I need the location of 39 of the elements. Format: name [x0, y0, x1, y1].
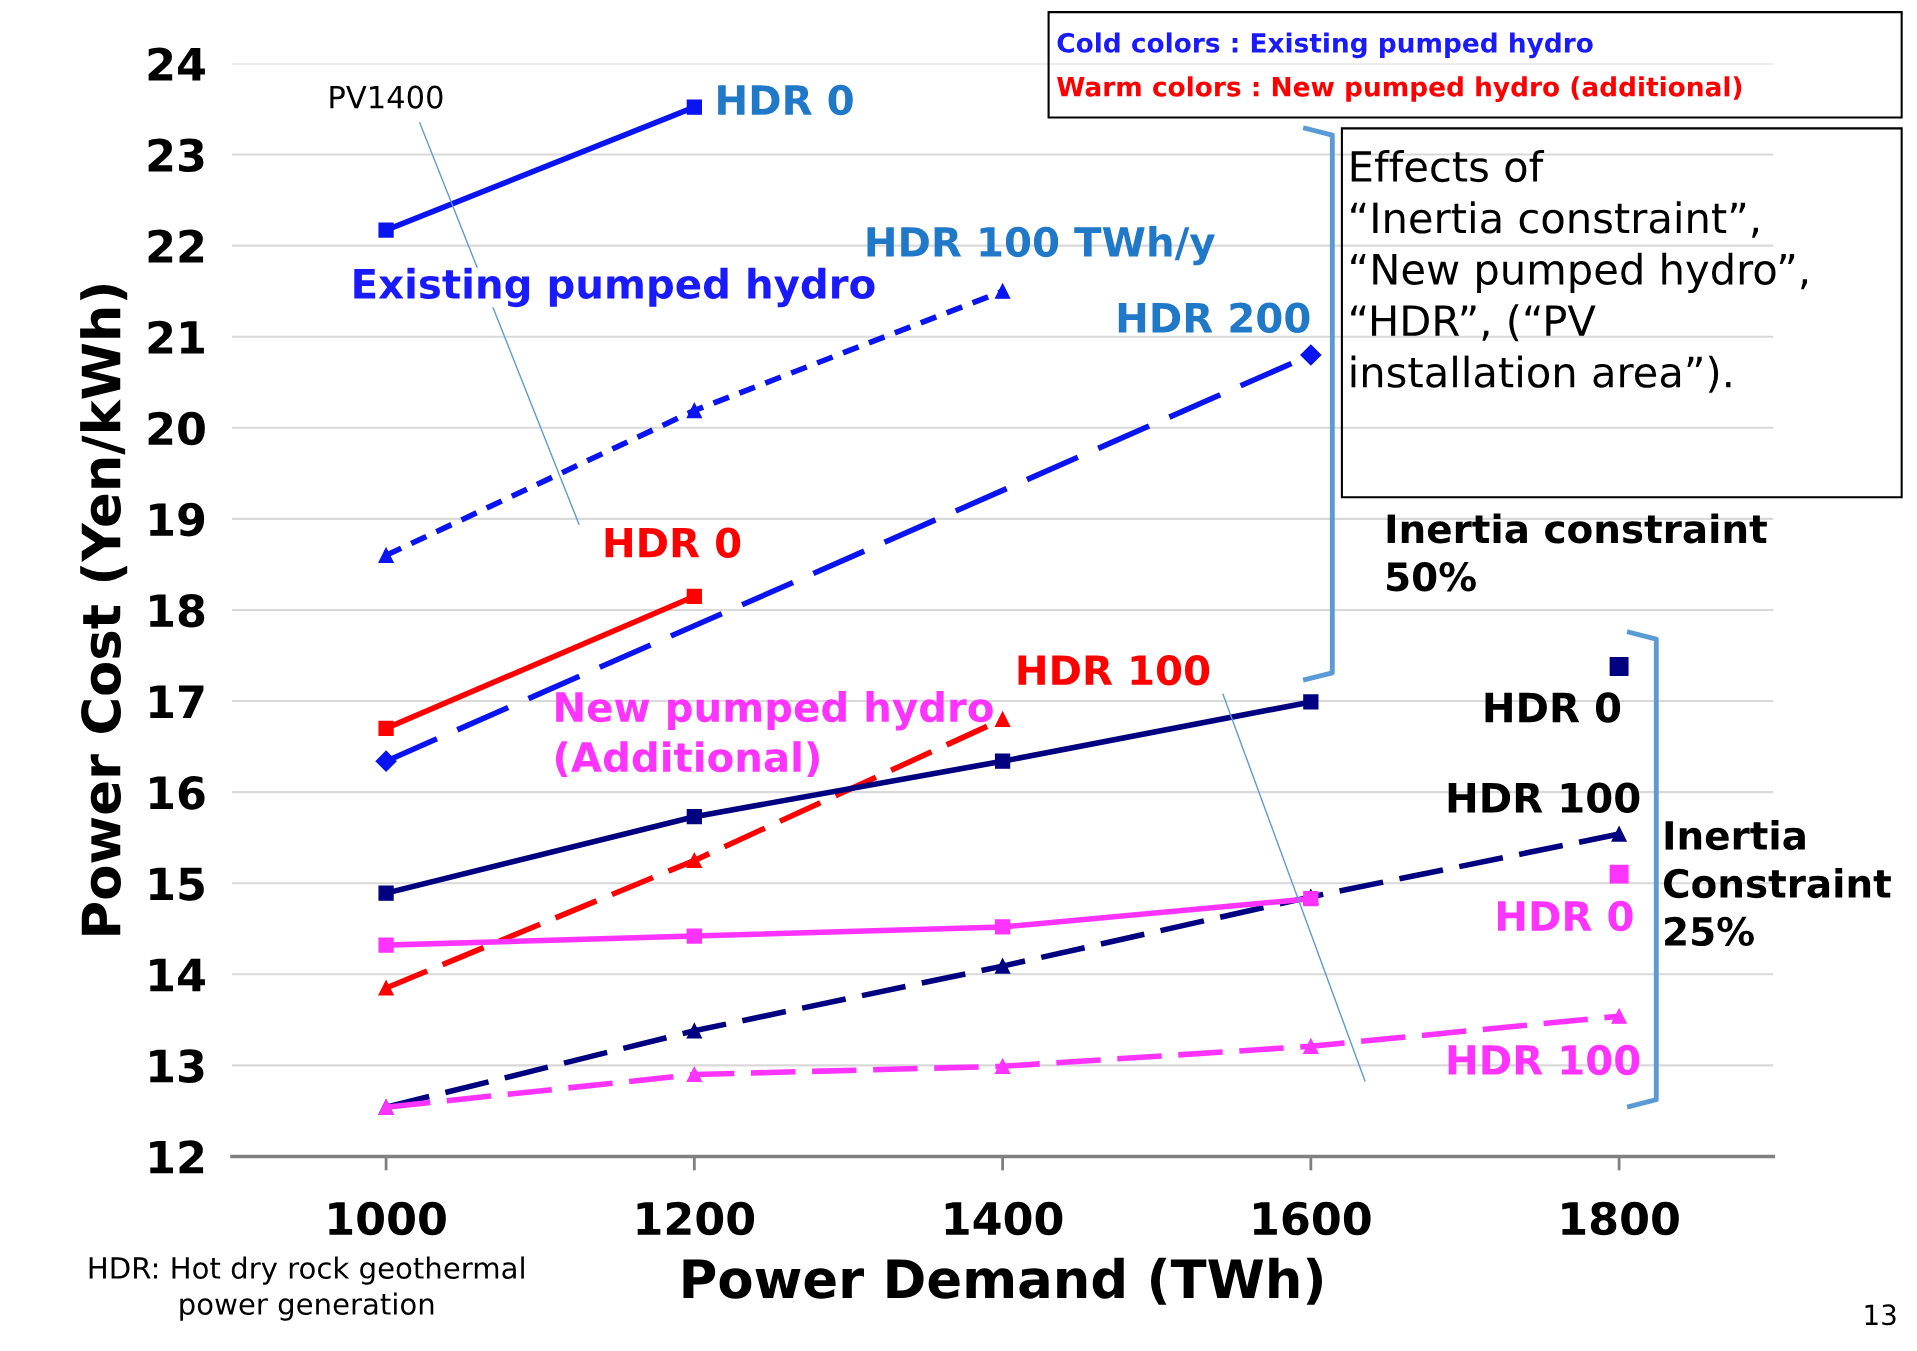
text: 13 — [1865, 1304, 1896, 1326]
y-tick-label: 12 — [150, 1140, 204, 1174]
annotation: HDR 100 — [1448, 1044, 1640, 1076]
x-tick-label: 1800 — [1562, 1201, 1679, 1236]
annotation: HDR 0 — [1498, 900, 1633, 932]
annotation: HDR 100 — [1018, 654, 1210, 686]
x-tick-label: 1400 — [945, 1201, 1063, 1236]
y-tick-label: 13 — [150, 1049, 204, 1083]
y-tick-label: 23 — [148, 138, 204, 173]
annotation: HDR 200 — [1118, 302, 1310, 333]
y-tick-label: 17 — [150, 685, 204, 718]
annotation: Effects of “Inertia constraint”, “New pumped hydro”, “HDR”, (“PV installation area”). — [1351, 149, 1808, 393]
annotation: HDR 0 — [1485, 692, 1621, 723]
annotation: New pumped hydro (Additional) — [555, 691, 993, 778]
annotation: Existing pumped hydro — [354, 267, 875, 308]
y-tick-label: 18 — [150, 593, 205, 628]
y-axis-title: Power Cost (Yen/kWh) — [80, 284, 128, 935]
annotation: HDR 0 — [718, 84, 853, 116]
x-axis-title: Power Demand (TWh) — [683, 1257, 1322, 1305]
y-tick-label: 15 — [150, 867, 204, 901]
annotation: HDR 0 — [605, 527, 741, 558]
y-tick-label: 24 — [148, 47, 205, 81]
y-tick-label: 21 — [148, 320, 204, 354]
annotation: HDR 100 — [1448, 782, 1640, 813]
annotation: Warm colors : New pumped hydro (additional) — [1057, 76, 1742, 103]
y-tick-label: 22 — [148, 229, 204, 263]
y-tick-label: 14 — [150, 958, 205, 992]
y-tick-label: 16 — [150, 776, 205, 810]
y-tick-label: 20 — [148, 411, 205, 446]
x-tick-label: 1000 — [329, 1201, 446, 1236]
text: Cold colors : Existing pumped hydro — [1057, 32, 1593, 59]
annotation: Inertia constraint 50% — [1387, 513, 1767, 592]
annotation: Inertia Constraint 25% — [1663, 820, 1891, 947]
y-tick-label: 19 — [150, 502, 205, 537]
annotation: PV1400 — [330, 85, 443, 109]
annotation: HDR 100 TWh/y — [867, 225, 1215, 266]
x-tick-label: 1200 — [637, 1201, 755, 1236]
x-tick-label: 1600 — [1254, 1201, 1371, 1236]
text: HDR: Hot dry rock geothermal power generation — [89, 1256, 524, 1321]
